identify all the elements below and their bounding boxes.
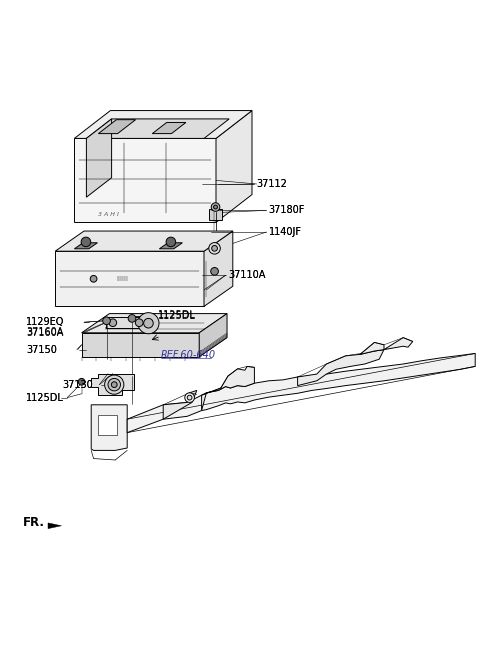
Polygon shape <box>163 390 197 419</box>
Polygon shape <box>360 342 384 354</box>
Polygon shape <box>55 251 204 306</box>
Polygon shape <box>159 243 182 249</box>
Polygon shape <box>216 111 252 222</box>
Polygon shape <box>74 111 252 138</box>
Circle shape <box>185 393 194 402</box>
Circle shape <box>103 317 110 325</box>
Circle shape <box>90 276 97 282</box>
Text: 37130: 37130 <box>62 380 93 390</box>
Text: 37160A: 37160A <box>26 328 64 338</box>
Polygon shape <box>55 231 233 251</box>
Circle shape <box>109 319 117 327</box>
Text: 3 A H I: 3 A H I <box>98 212 119 216</box>
Text: 37180F: 37180F <box>269 205 305 215</box>
Polygon shape <box>384 338 413 350</box>
Circle shape <box>78 379 85 385</box>
Text: 37150: 37150 <box>26 344 57 355</box>
Polygon shape <box>106 320 157 328</box>
Polygon shape <box>209 209 222 220</box>
Text: 1129EQ: 1129EQ <box>26 318 65 327</box>
Polygon shape <box>202 367 254 411</box>
Text: 1129EQ: 1129EQ <box>26 318 65 327</box>
Polygon shape <box>91 374 134 395</box>
Text: 37130: 37130 <box>62 380 93 390</box>
Circle shape <box>211 268 218 276</box>
Circle shape <box>187 395 192 400</box>
Text: 37110A: 37110A <box>228 270 265 280</box>
Polygon shape <box>98 119 135 134</box>
Text: 1140JF: 1140JF <box>269 227 302 237</box>
Bar <box>98 415 117 434</box>
Circle shape <box>214 205 217 209</box>
Text: FR.: FR. <box>23 516 45 529</box>
Text: 1125DL: 1125DL <box>158 310 196 319</box>
Text: 37160A: 37160A <box>26 327 64 337</box>
Polygon shape <box>204 231 233 306</box>
Text: 37112: 37112 <box>257 179 288 189</box>
Circle shape <box>212 245 217 251</box>
Polygon shape <box>82 314 227 333</box>
Text: REF.60-640: REF.60-640 <box>161 350 216 360</box>
Polygon shape <box>152 123 186 134</box>
Text: IIIIII: IIIIII <box>116 276 128 282</box>
Text: 37150: 37150 <box>26 344 57 355</box>
Text: 37180F: 37180F <box>269 205 305 215</box>
Text: 37112: 37112 <box>257 179 288 189</box>
Polygon shape <box>86 119 229 138</box>
Text: 1125DL: 1125DL <box>26 392 64 403</box>
Circle shape <box>144 318 153 328</box>
Circle shape <box>138 313 159 334</box>
Circle shape <box>111 382 117 388</box>
Circle shape <box>108 379 120 391</box>
Circle shape <box>166 237 176 247</box>
Polygon shape <box>106 318 146 328</box>
Polygon shape <box>74 138 216 222</box>
Text: 1125DL: 1125DL <box>158 311 196 321</box>
Polygon shape <box>127 354 475 433</box>
Circle shape <box>135 319 143 327</box>
Polygon shape <box>86 119 111 197</box>
Circle shape <box>209 243 220 254</box>
Text: 1125DL: 1125DL <box>26 392 64 403</box>
Polygon shape <box>82 333 199 357</box>
Text: 37110A: 37110A <box>228 270 265 280</box>
Polygon shape <box>199 314 227 357</box>
Polygon shape <box>48 523 61 529</box>
Polygon shape <box>91 405 127 451</box>
Polygon shape <box>74 243 97 249</box>
Circle shape <box>211 203 220 211</box>
Circle shape <box>81 237 91 247</box>
Polygon shape <box>298 350 384 386</box>
Text: 1140JF: 1140JF <box>269 227 302 237</box>
Circle shape <box>105 375 124 394</box>
Circle shape <box>128 315 136 322</box>
